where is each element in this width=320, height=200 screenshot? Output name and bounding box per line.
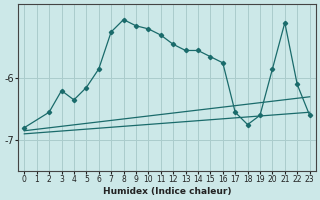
X-axis label: Humidex (Indice chaleur): Humidex (Indice chaleur) [103, 187, 231, 196]
